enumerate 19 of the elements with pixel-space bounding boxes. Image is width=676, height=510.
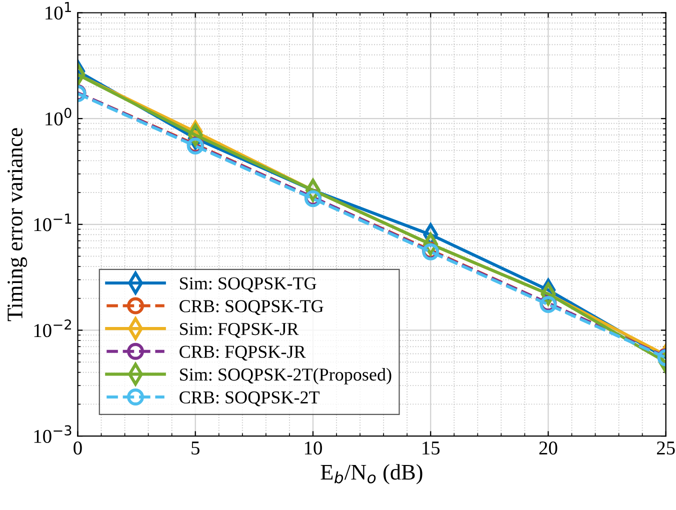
x-tick-label: 15 <box>422 442 440 455</box>
y-axis-title: Timing error variance <box>8 128 28 322</box>
x-tick-label: 10 <box>304 441 322 455</box>
x-tick-label: 25 <box>656 442 675 455</box>
legend-label: Sim: SOQPSK-TG <box>180 277 316 292</box>
y-tick-label: 10$^{1}$ <box>46 2 71 20</box>
y-tick-label: 10$^{−3}$ <box>34 425 72 443</box>
legend-label: Sim: SOQPSK-2T(Proposed) <box>180 368 392 384</box>
legend-label: CRB: SOQPSK-2T <box>180 391 320 406</box>
legend-label: CRB: FQPSK-JR <box>180 346 306 361</box>
legend-label: Sim: FQPSK-JR <box>180 322 299 338</box>
x-tick-label: 20 <box>539 441 558 455</box>
y-tick-label: 10$^{−2}$ <box>34 319 71 338</box>
legend-label: CRB: SOQPSK-TG <box>180 300 324 316</box>
y-tick-label: 10$^{0}$ <box>46 108 72 126</box>
x-axis-title: E$_{b}$/N$_{o}$ (dB) <box>320 464 422 484</box>
x-tick-label: 0 <box>74 441 82 455</box>
x-tick-label: 5 <box>192 442 200 455</box>
y-tick-label: 10$^{−1}$ <box>34 214 72 232</box>
